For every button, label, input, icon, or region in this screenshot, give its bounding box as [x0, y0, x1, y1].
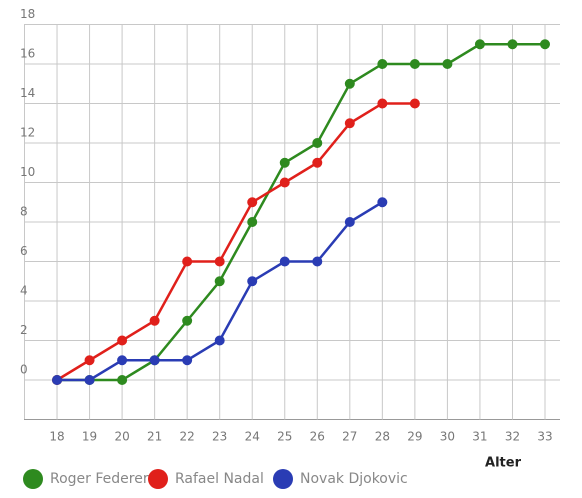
x-axis-label: Alter [485, 456, 522, 471]
y-tick-label: 10 [20, 165, 35, 179]
y-tick-label: 8 [20, 205, 28, 219]
data-point [474, 39, 485, 50]
data-point [279, 177, 290, 188]
data-point [377, 59, 388, 69]
data-point [182, 315, 193, 326]
x-tick-label: 18 [49, 430, 64, 444]
x-tick-label: 26 [310, 430, 325, 444]
data-point [507, 39, 518, 50]
data-point [84, 375, 95, 385]
y-tick-label: 16 [20, 47, 35, 61]
y-tick-label: 6 [20, 244, 28, 258]
x-tick-label: 25 [277, 430, 292, 444]
x-tick-label: 20 [114, 430, 129, 444]
legend-marker [148, 469, 168, 489]
x-tick-label: 33 [537, 430, 552, 444]
series-line [57, 43, 545, 382]
data-point [52, 375, 63, 385]
data-point [214, 335, 225, 346]
y-tick-label: 14 [20, 86, 35, 100]
data-point [344, 78, 355, 89]
x-tick-label: 19 [82, 430, 97, 444]
x-tick-label: 22 [180, 430, 195, 444]
data-point [182, 256, 193, 267]
data-point [117, 335, 128, 346]
data-point [182, 355, 193, 366]
data-point [377, 98, 388, 109]
data-point [344, 217, 355, 227]
data-point [214, 256, 225, 267]
data-point [344, 118, 355, 129]
x-tick-label: 27 [342, 430, 357, 444]
data-point [149, 355, 160, 366]
data-point [117, 375, 128, 385]
legend-marker [273, 469, 293, 489]
x-tick-label: 21 [147, 430, 162, 444]
data-point [409, 98, 420, 109]
legend-label: Novak Djokovic [300, 471, 408, 487]
x-tick-label: 30 [440, 430, 455, 444]
legend-label: Roger Federer [50, 471, 149, 487]
legend-marker [23, 469, 43, 489]
data-point [149, 315, 160, 326]
data-point [247, 217, 258, 227]
data-point [247, 276, 258, 287]
data-point [312, 138, 323, 148]
y-tick-label: 12 [20, 126, 35, 140]
data-point [117, 355, 128, 366]
data-point [84, 355, 95, 366]
data-point [377, 197, 388, 208]
y-tick-label: 0 [20, 363, 28, 377]
y-tick-label: 4 [20, 284, 28, 298]
x-tick-label: 28 [375, 430, 390, 444]
data-point [312, 157, 323, 168]
legend-label: Rafael Nadal [175, 471, 264, 487]
x-tick-label: 31 [472, 430, 487, 444]
x-tick-label: 32 [505, 430, 520, 444]
x-tick-label: 23 [212, 430, 227, 444]
data-point [540, 39, 550, 50]
data-point [409, 59, 420, 69]
series-line [56, 102, 415, 382]
data-point [214, 276, 225, 287]
y-tick-label: 2 [20, 323, 28, 337]
y-tick-label: 18 [20, 7, 35, 21]
data-point [442, 59, 453, 69]
data-point [247, 197, 258, 208]
x-tick-label: 24 [245, 430, 260, 444]
data-point [279, 256, 290, 267]
data-point [312, 256, 323, 267]
data-point [279, 157, 290, 168]
x-tick-label: 29 [407, 430, 422, 444]
